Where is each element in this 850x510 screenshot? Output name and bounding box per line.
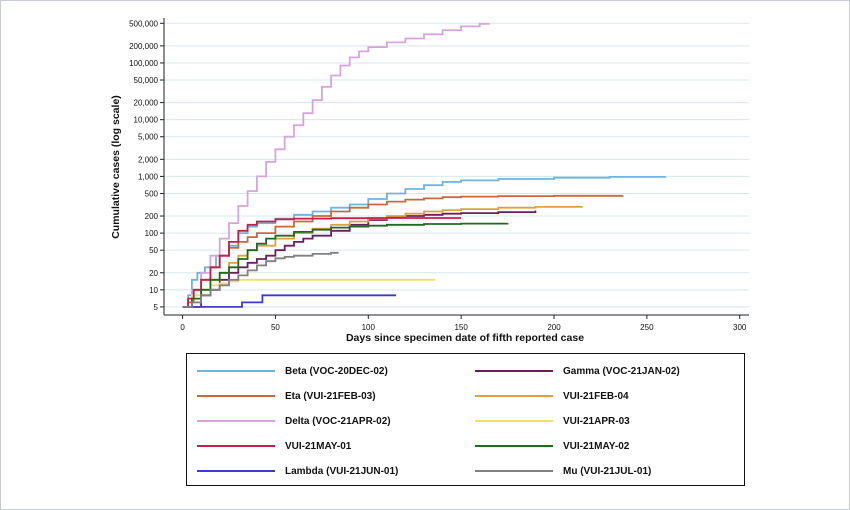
legend-item: Mu (VUI-21JUL-01) xyxy=(475,463,651,479)
legend-label: VUI-21MAY-02 xyxy=(563,440,630,452)
series-line-8 xyxy=(182,294,397,308)
legend-item: VUI-21MAY-02 xyxy=(475,438,629,454)
legend-label: VUI-21MAY-01 xyxy=(285,440,352,452)
series-line-3 xyxy=(182,206,583,308)
legend-label: VUI-21APR-03 xyxy=(563,415,630,427)
y-tick-label: 10,000 xyxy=(134,116,159,125)
chart-area: 51020501002005001,0002,0005,00010,00020,… xyxy=(110,18,749,344)
y-tick-label: 1,000 xyxy=(138,172,159,181)
legend-label: Eta (VUI-21FEB-03) xyxy=(285,390,376,402)
legend-swatch xyxy=(475,445,553,447)
y-axis-title: Cumulative cases (log scale) xyxy=(110,95,122,239)
series-line-0 xyxy=(182,176,667,308)
legend-item: VUI-21FEB-04 xyxy=(475,388,629,404)
legend: Beta (VOC-20DEC-02) Gamma (VOC-21JAN-02) E… xyxy=(186,353,745,486)
y-tick-label: 5,000 xyxy=(138,133,159,142)
x-tick-label: 50 xyxy=(271,323,280,332)
legend-swatch xyxy=(197,445,275,447)
y-tick-label: 100 xyxy=(145,229,159,238)
legend-swatch xyxy=(475,395,553,397)
legend-swatch xyxy=(197,370,275,372)
series-line-1 xyxy=(182,210,537,308)
legend-item: Lambda (VUI-21JUN-01) xyxy=(197,463,398,479)
y-tick-label: 500,000 xyxy=(129,19,158,28)
series-lines xyxy=(182,22,667,308)
legend-item: Eta (VUI-21FEB-03) xyxy=(197,388,376,404)
y-tick-label: 50 xyxy=(149,246,158,255)
legend-item: Gamma (VOC-21JAN-02) xyxy=(475,363,680,379)
x-tick-label: 300 xyxy=(733,323,747,332)
legend-item: VUI-21APR-03 xyxy=(475,413,630,429)
y-tick-label: 200,000 xyxy=(129,42,158,51)
legend-swatch xyxy=(475,370,553,372)
legend-swatch xyxy=(197,420,275,422)
series-line-7 xyxy=(182,222,509,308)
y-tick-label: 2,000 xyxy=(138,155,159,164)
legend-item: VUI-21MAY-01 xyxy=(197,438,351,454)
x-tick-label: 0 xyxy=(180,323,185,332)
legend-swatch xyxy=(475,420,553,422)
y-tick-label: 5 xyxy=(154,303,159,312)
legend-swatch xyxy=(475,470,553,472)
legend-label: Mu (VUI-21JUL-01) xyxy=(563,465,652,477)
axes xyxy=(160,18,749,319)
legend-label: Lambda (VUI-21JUN-01) xyxy=(285,465,399,477)
tick-labels: 51020501002005001,0002,0005,00010,00020,… xyxy=(129,19,747,332)
legend-swatch xyxy=(197,470,275,472)
legend-label: Beta (VOC-20DEC-02) xyxy=(285,365,388,377)
y-tick-label: 50,000 xyxy=(134,76,159,85)
legend-label: Delta (VOC-21APR-02) xyxy=(285,415,391,427)
legend-label: VUI-21FEB-04 xyxy=(563,390,629,402)
x-tick-label: 250 xyxy=(640,323,654,332)
series-line-4 xyxy=(182,22,490,308)
gridlines xyxy=(164,22,749,308)
series-line-9 xyxy=(182,251,339,308)
y-tick-label: 10 xyxy=(149,286,158,295)
y-tick-label: 500 xyxy=(145,189,159,198)
series-line-6 xyxy=(182,217,462,308)
x-tick-label: 200 xyxy=(547,323,561,332)
y-tick-label: 20 xyxy=(149,269,158,278)
y-tick-label: 20,000 xyxy=(134,99,159,108)
x-axis-title: Days since specimen date of fifth report… xyxy=(346,332,584,344)
x-tick-label: 100 xyxy=(362,323,376,332)
y-tick-label: 200 xyxy=(145,212,159,221)
legend-label: Gamma (VOC-21JAN-02) xyxy=(563,365,680,377)
y-tick-label: 100,000 xyxy=(129,59,158,68)
legend-swatch xyxy=(197,395,275,397)
series-line-5 xyxy=(182,278,436,308)
legend-item: Delta (VOC-21APR-02) xyxy=(197,413,391,429)
legend-item: Beta (VOC-20DEC-02) xyxy=(197,363,388,379)
x-tick-label: 150 xyxy=(454,323,468,332)
